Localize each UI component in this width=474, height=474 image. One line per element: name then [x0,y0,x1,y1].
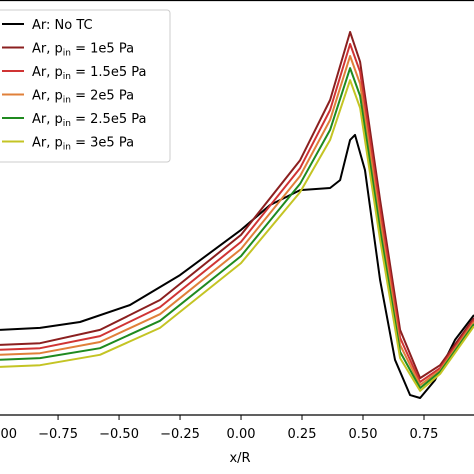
series-line [0,31,474,380]
x-tick-label: 0.25 [288,427,317,442]
x-tick-label: −0.50 [99,427,139,442]
x-tick-label: −0.25 [160,427,200,442]
x-tick-label: −1.00 [0,427,17,442]
x-tick-label: 0.00 [227,427,256,442]
x-axis-label: x/R [229,451,250,466]
x-tick-label: −0.75 [38,427,78,442]
legend-label: Ar, pin = 1.5e5 Pa [32,65,146,82]
series-line [0,43,474,383]
legend-label: Ar, pin = 2.5e5 Pa [32,112,146,129]
series-line [0,79,474,392]
series-line [0,67,474,389]
legend-box [0,9,171,163]
x-tick-label: 0.50 [349,427,378,442]
legend-label: Ar: No TC [32,18,93,33]
legend-label: Ar, pin = 3e5 Pa [32,136,134,153]
x-tick-label: 0.75 [410,427,439,442]
legend-label: Ar, pin = 2e5 Pa [32,89,134,106]
series-line [0,55,474,387]
series-line [0,133,474,399]
legend: Ar: No TC Ar, pin = 1e5 Pa Ar, pin = 1.5e5… [0,9,171,163]
legend-label: Ar, pin = 1e5 Pa [32,42,134,59]
